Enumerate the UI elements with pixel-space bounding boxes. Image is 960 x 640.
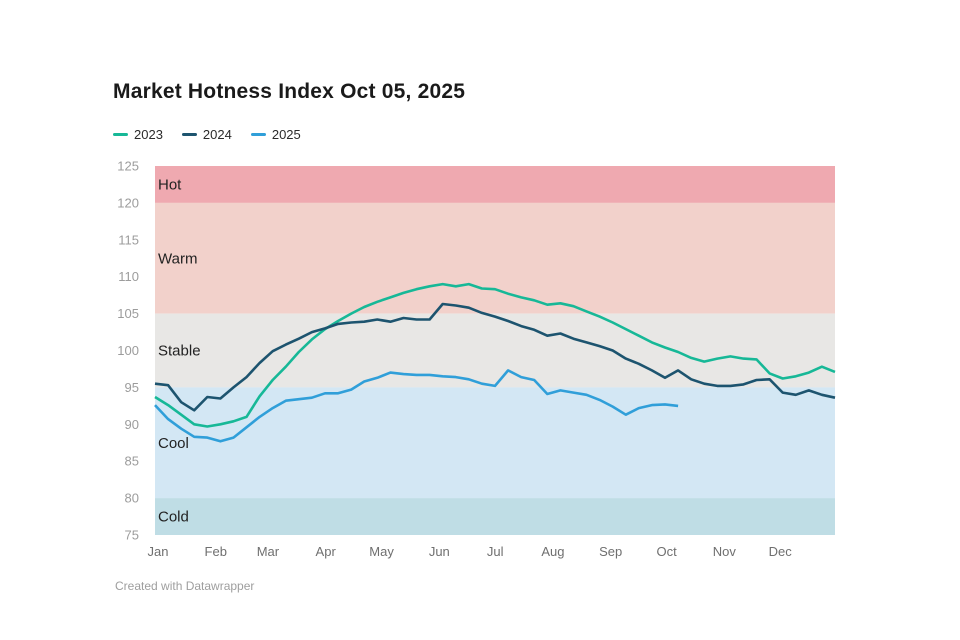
y-axis-label: 115 [118,232,139,247]
legend-label-2023: 2023 [134,127,163,142]
band-stable [155,313,835,388]
x-axis-label: Feb [205,544,227,559]
x-axis-label: Sep [599,544,622,559]
legend-item-2023: 2023 [113,127,163,142]
y-axis-label: 100 [117,343,139,358]
x-axis-label: Aug [541,544,564,559]
x-axis-label: Apr [316,544,337,559]
y-axis-label: 125 [117,159,139,174]
y-axis-label: 90 [125,417,139,432]
band-label-stable: Stable [158,343,201,360]
legend: 2023 2024 2025 [113,127,301,142]
chart-title: Market Hotness Index Oct 05, 2025 [113,80,466,103]
legend-item-2024: 2024 [181,127,232,142]
y-axis-label: 120 [117,195,139,210]
legend-swatch-2023 [113,133,128,136]
y-axis-label: 105 [117,306,139,321]
band-label-hot: Hot [158,176,182,193]
legend-swatch-2025 [250,133,266,136]
y-axis-label: 80 [125,491,139,506]
band-label-cold: Cold [158,509,189,526]
x-axis-label: Dec [769,544,793,559]
band-cold [155,498,835,535]
y-axis-label: 85 [125,454,139,469]
band-warm [155,202,835,314]
legend-item-2025: 2025 [250,127,301,142]
x-axis-label: Jul [487,544,504,559]
legend-swatch-2024 [181,133,197,136]
x-axis-label: Nov [713,544,737,559]
y-axis-label: 95 [125,380,139,395]
band-hot [155,166,835,203]
line-2023 [154,282,836,428]
x-axis-label: Jan [148,544,169,559]
band-label-warm: Warm [158,250,197,267]
x-axis-label: Jun [429,544,450,559]
legend-label-2025: 2025 [271,127,301,142]
x-axis-label: May [369,544,394,559]
line-2024 [154,302,836,412]
x-axis-label: Oct [656,544,677,559]
attribution-text: Created with Datawrapper [115,579,255,593]
x-axis-label: Mar [257,544,280,559]
line-2025 [154,369,679,443]
y-axis-label: 110 [118,269,139,284]
y-axis-label: 75 [125,528,139,543]
legend-label-2024: 2024 [202,127,232,142]
band-label-cool: Cool [158,435,189,452]
band-cool [155,387,835,499]
